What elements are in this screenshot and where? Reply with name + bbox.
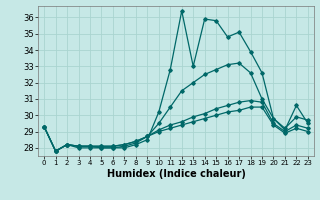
X-axis label: Humidex (Indice chaleur): Humidex (Indice chaleur) xyxy=(107,169,245,179)
